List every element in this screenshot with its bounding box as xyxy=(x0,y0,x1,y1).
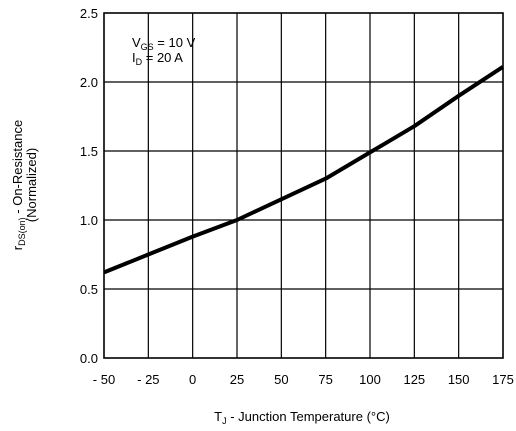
x-tick-label: - 25 xyxy=(137,372,159,387)
x-tick-label: 25 xyxy=(230,372,244,387)
y-tick-label: 1.0 xyxy=(80,213,98,228)
series-layer xyxy=(103,65,505,275)
y-tick-label: 0.0 xyxy=(80,351,98,366)
x-tick-labels: - 50 - 25 0 25 50 75 100 125 150 175 xyxy=(93,372,514,387)
y-tick-label: 0.5 xyxy=(80,282,98,297)
x-tick-label: 0 xyxy=(189,372,196,387)
annotation-vgs: VGS = 10 V xyxy=(132,35,196,52)
x-tick-label: 75 xyxy=(318,372,332,387)
x-tick-label: 50 xyxy=(274,372,288,387)
annotation-id: ID = 20 A xyxy=(132,50,183,67)
x-tick-label: - 50 xyxy=(93,372,115,387)
y-tick-label: 2.5 xyxy=(80,6,98,21)
grid xyxy=(104,13,503,358)
y-tick-label: 1.5 xyxy=(80,144,98,159)
svg-text:rDS(on) - On-Resistance: rDS(on) - On-Resistance xyxy=(10,120,27,250)
y-tick-labels: 0.0 0.5 1.0 1.5 2.0 2.5 xyxy=(80,6,98,366)
x-axis-label: TJ - Junction Temperature (°C) xyxy=(214,409,390,426)
y-tick-label: 2.0 xyxy=(80,75,98,90)
y-axis-label-line2: (Normalized) xyxy=(24,148,39,222)
x-tick-label: 175 xyxy=(492,372,514,387)
plot-frame xyxy=(103,12,504,359)
y-axis-label: rDS(on) - On-Resistance (Normalized) xyxy=(10,120,39,250)
x-tick-label: 150 xyxy=(448,372,470,387)
x-tick-label: 100 xyxy=(359,372,381,387)
on-resistance-curve xyxy=(103,65,505,275)
x-tick-label: 125 xyxy=(403,372,425,387)
